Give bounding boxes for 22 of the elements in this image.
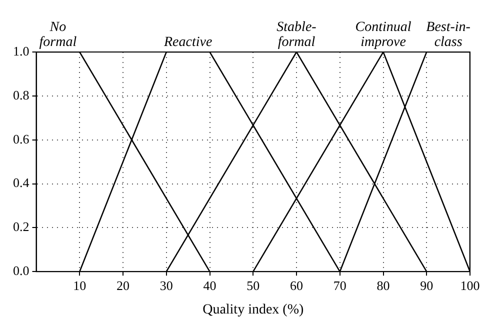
series-label: Stable-formal [276,20,317,50]
y-tick-label: 0.8 [13,87,30,102]
y-tick-label: 0.6 [13,131,30,146]
x-tick-label: 10 [73,278,86,293]
y-tick-label: 0.2 [13,219,30,234]
x-tick-label: 40 [203,278,216,293]
x-axis-title: Quality index (%) [202,302,304,318]
series-label: Reactive [162,35,212,50]
x-tick-label: 80 [376,278,390,293]
y-tick-label: 1.0 [13,43,30,58]
x-tick-label: 50 [246,278,260,293]
x-tick-label: 70 [333,278,346,293]
x-tick-label: 20 [116,278,130,293]
series-label: No formal [39,20,77,50]
x-tick-label: 30 [160,278,173,293]
x-tick-label: 60 [290,278,303,293]
y-tick-label: 0.0 [13,263,30,278]
x-tick-label: 90 [420,278,434,293]
series-label: Best-in-class [426,20,471,50]
x-tick-label: 100 [460,278,480,293]
series-label: Continual improve [355,20,412,50]
y-tick-label: 0.4 [13,175,30,190]
